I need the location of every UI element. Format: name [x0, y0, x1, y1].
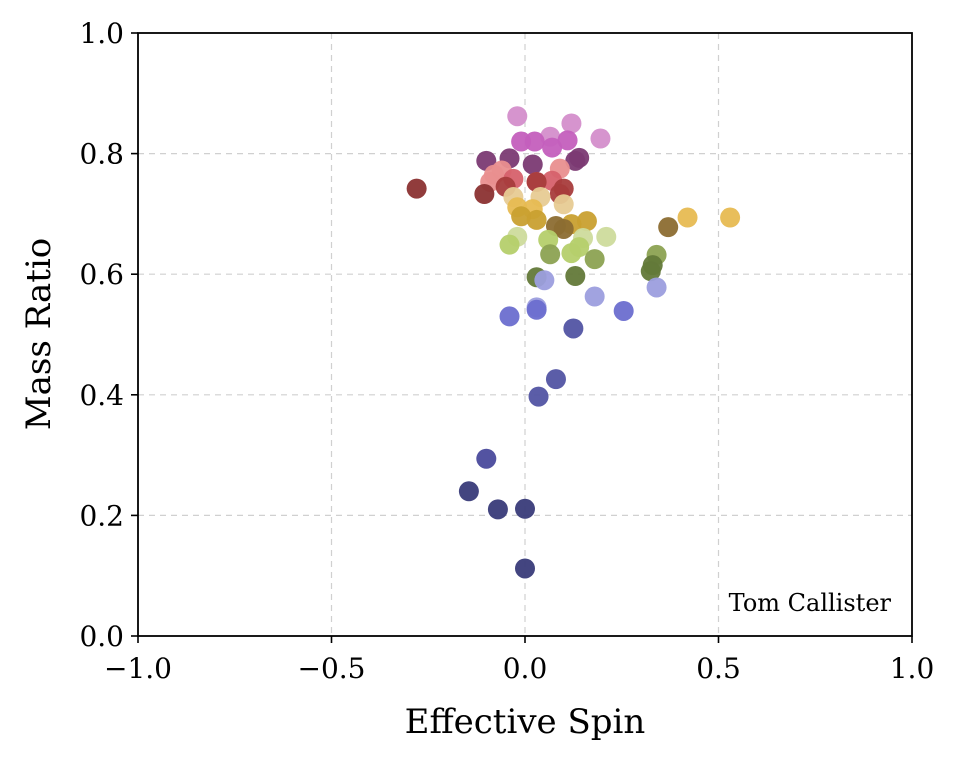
y-axis-label: Mass Ratio	[19, 238, 59, 430]
data-point	[545, 369, 566, 390]
data-point	[534, 270, 555, 291]
data-point	[499, 234, 520, 255]
x-tick-label: 1.0	[890, 652, 935, 685]
x-tick-label: −0.5	[298, 652, 366, 685]
data-point	[584, 286, 605, 307]
x-tick-label: −1.0	[104, 652, 172, 685]
data-point	[511, 206, 532, 227]
data-point	[458, 481, 479, 502]
x-tick-label: 0.5	[696, 652, 741, 685]
data-point	[524, 131, 545, 152]
x-axis-label: Effective Spin	[405, 702, 646, 742]
data-point	[476, 448, 497, 469]
y-tick-label: 1.0	[79, 17, 124, 50]
data-point	[646, 277, 667, 298]
data-point	[522, 154, 543, 175]
data-point	[499, 306, 520, 327]
data-point	[515, 498, 535, 519]
data-point	[569, 147, 590, 168]
data-point	[487, 499, 508, 520]
data-point	[613, 300, 634, 321]
data-point	[720, 207, 741, 228]
data-point	[561, 243, 582, 264]
data-point	[542, 137, 563, 158]
data-point	[540, 244, 561, 265]
data-point	[677, 207, 698, 228]
y-tick-label: 0.2	[79, 499, 124, 532]
data-point	[526, 171, 547, 192]
data-point	[526, 209, 547, 230]
data-point	[406, 178, 427, 199]
y-tick-label: 0.0	[79, 620, 124, 653]
data-point	[590, 128, 611, 149]
data-point	[658, 217, 679, 238]
y-axis-ticks: 0.0 0.2 0.4 0.6 0.8 1.0	[79, 17, 138, 653]
data-point	[526, 299, 547, 320]
data-point	[553, 194, 574, 215]
x-axis-ticks: −1.0 −0.5 0.0 0.5 1.0	[104, 636, 934, 685]
data-point	[596, 226, 617, 247]
author-credit: Tom Callister	[729, 589, 892, 617]
data-point	[507, 106, 528, 127]
y-tick-label: 0.8	[79, 138, 124, 171]
data-point	[474, 184, 495, 205]
data-point	[576, 211, 597, 232]
data-point	[563, 318, 584, 339]
data-point	[553, 218, 574, 239]
x-tick-label: 0.0	[503, 652, 548, 685]
data-point	[557, 130, 578, 151]
data-points	[406, 106, 741, 579]
y-tick-label: 0.4	[79, 379, 124, 412]
data-point	[561, 113, 582, 134]
data-point	[528, 386, 549, 407]
y-tick-label: 0.6	[79, 258, 124, 291]
data-point	[640, 261, 661, 282]
data-point	[515, 558, 535, 579]
data-point	[565, 266, 586, 287]
data-point	[584, 249, 605, 270]
